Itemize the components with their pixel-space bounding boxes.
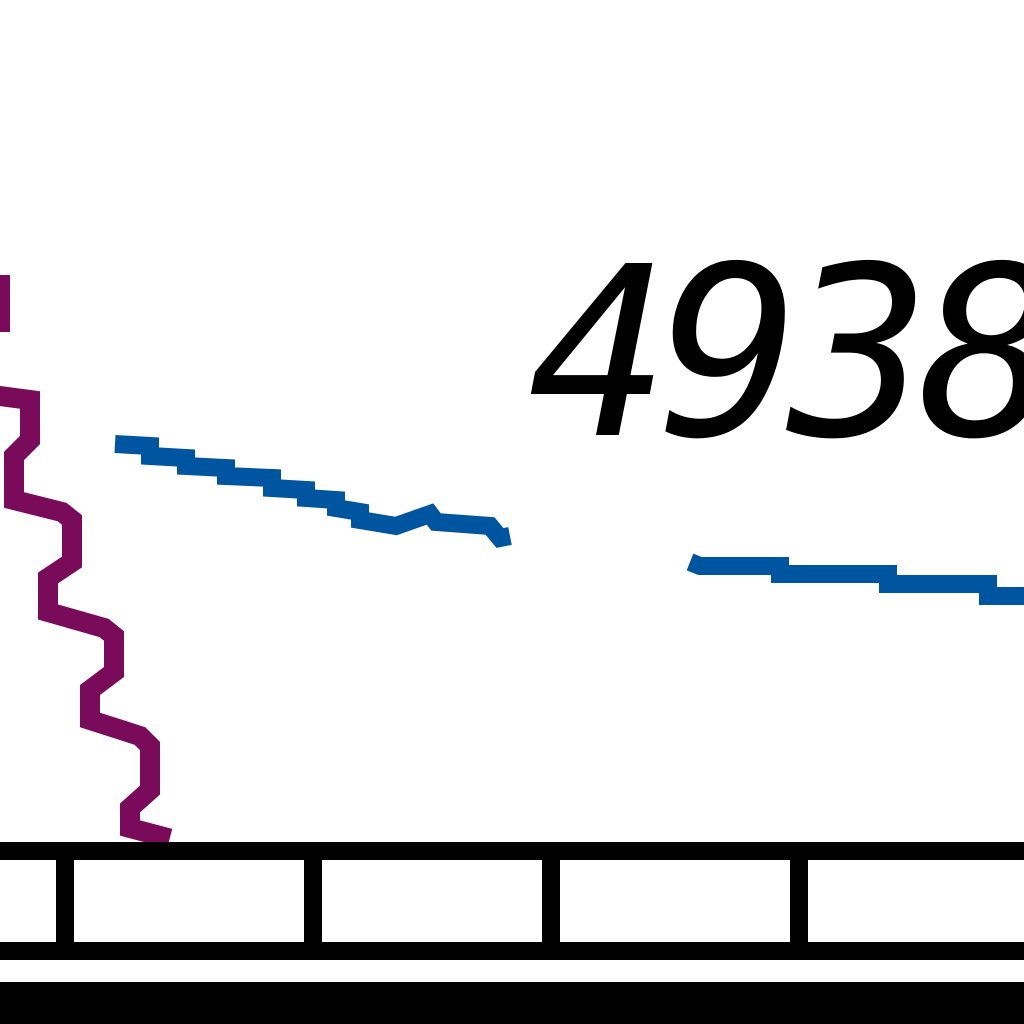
rail-track-icon — [0, 842, 1024, 1024]
rail-tie — [790, 858, 808, 944]
score-display: 4938 — [528, 236, 1024, 472]
rail-top — [0, 842, 1024, 860]
laser-beam-icon — [690, 562, 1024, 596]
laser-beam-icon — [115, 444, 510, 538]
rail-tie — [542, 858, 560, 944]
rail-tie — [56, 858, 74, 944]
rail-bottom — [0, 942, 1024, 960]
squiggle-trail-icon — [0, 285, 160, 836]
rail-tie — [304, 858, 322, 944]
ground-bar — [0, 982, 1024, 1024]
